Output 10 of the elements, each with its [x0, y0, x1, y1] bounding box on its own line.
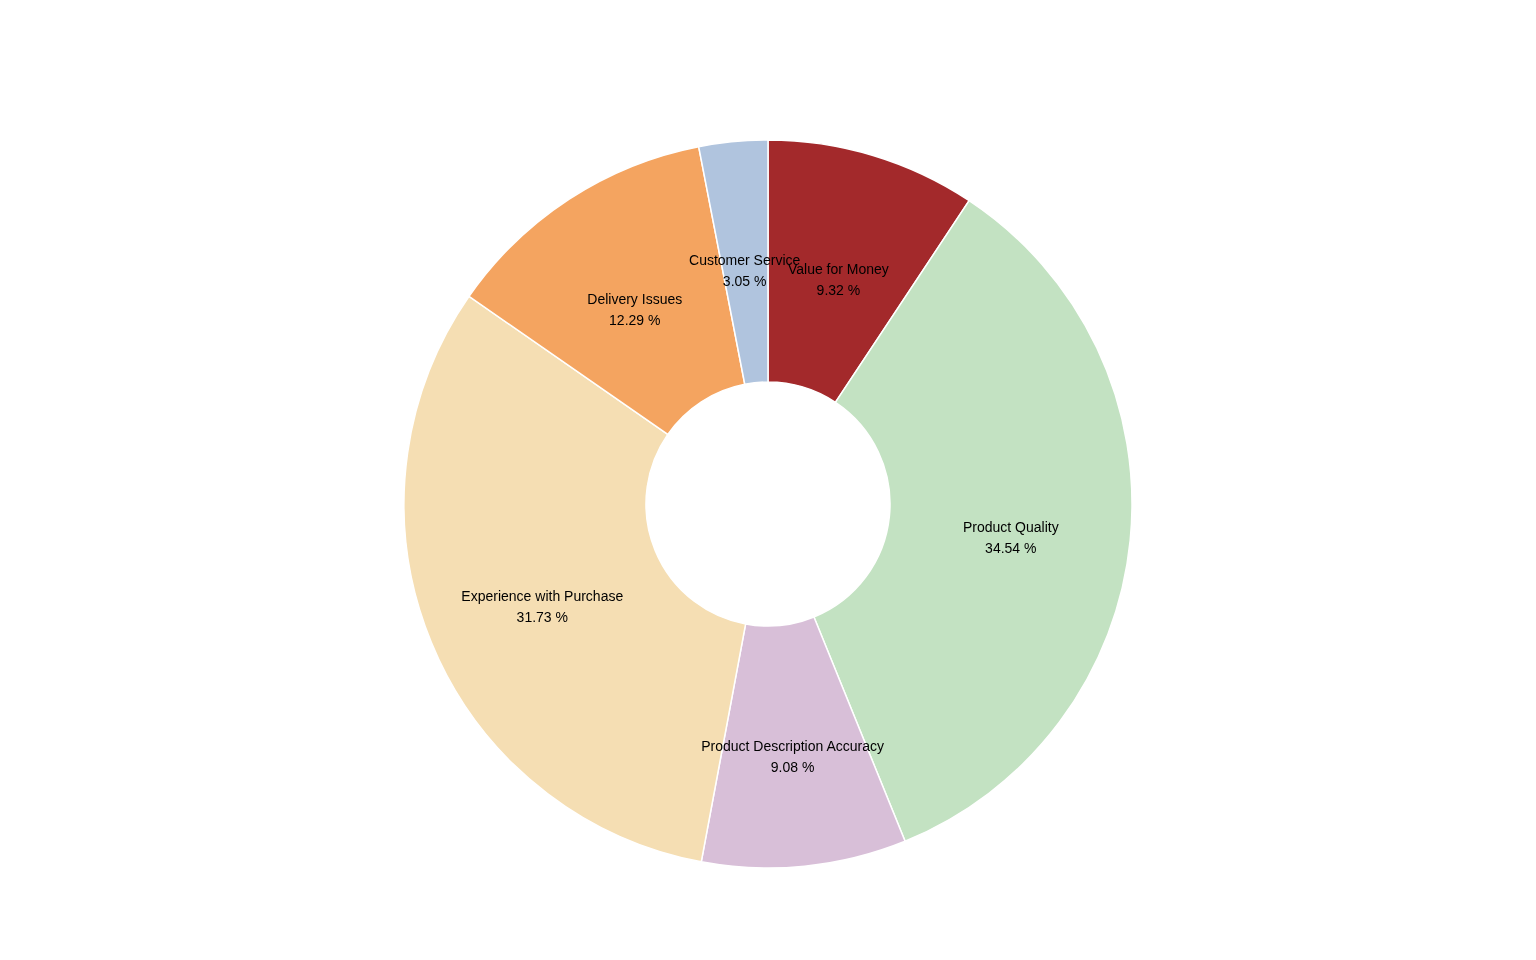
data-label: 9.32 %	[816, 282, 861, 299]
data-label: 31.73 %	[516, 608, 568, 625]
slice-label: Product Quality	[962, 519, 1059, 536]
slice-label: Delivery Issues	[587, 290, 683, 307]
slice-label: Experience with Purchase	[461, 587, 624, 604]
slice-label: Product Description Accuracy	[701, 737, 884, 754]
data-label: 9.08 %	[770, 758, 815, 775]
data-label: 12.29 %	[609, 311, 661, 328]
data-label: 34.54 %	[985, 540, 1037, 557]
data-label: 3.05 %	[722, 273, 767, 290]
